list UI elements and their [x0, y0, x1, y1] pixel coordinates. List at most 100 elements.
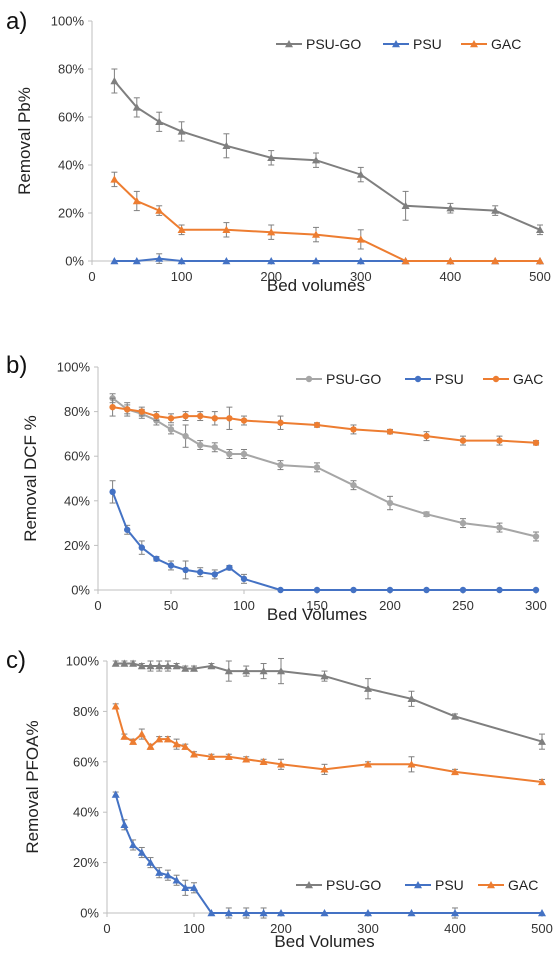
data-point: [167, 426, 175, 433]
data-point: [197, 412, 204, 420]
series-psu: [111, 790, 546, 919]
data-point: [120, 820, 129, 828]
data-point: [386, 428, 394, 435]
chart-panel-2: b) 0% 20% 40% 60% 80% 100% 0 50 100 150 200 250 300 Be…: [6, 352, 547, 624]
data-point: [155, 662, 164, 670]
y-tick-label: 0%: [71, 583, 90, 598]
legend-item: PSU-GO: [296, 877, 381, 893]
y-tick-label: 0%: [80, 906, 99, 921]
legend-label: PSU: [435, 371, 464, 387]
data-point: [167, 415, 175, 422]
y-tick-label: 80%: [73, 704, 99, 719]
data-point: [129, 840, 138, 849]
data-point: [177, 127, 186, 135]
data-point: [163, 871, 172, 879]
data-point: [446, 257, 455, 265]
data-point: [226, 450, 233, 458]
data-point: [110, 257, 119, 265]
data-point: [451, 909, 459, 917]
y-tick-label: 40%: [58, 158, 84, 173]
data-point: [312, 230, 320, 238]
data-point: [538, 737, 546, 745]
data-point: [137, 848, 146, 856]
data-point: [459, 437, 467, 444]
data-point: [407, 760, 416, 768]
series-line: [113, 80, 541, 231]
y-tick-label: 100%: [51, 14, 85, 29]
data-point: [124, 526, 131, 533]
y-tick-label: 40%: [73, 805, 99, 820]
series-psu-go: [111, 657, 546, 750]
y-tick-label: 60%: [73, 754, 99, 769]
y-axis-title: Removal Pb%: [15, 87, 34, 195]
data-point: [111, 790, 120, 798]
x-tick-label: 500: [531, 921, 553, 936]
x-axis-title: Bed Volumes: [274, 932, 374, 951]
data-point: [277, 586, 284, 594]
data-point: [222, 141, 231, 149]
data-point: [407, 694, 416, 702]
data-point: [197, 441, 204, 449]
series-line: [112, 406, 537, 444]
data-point: [313, 464, 321, 471]
x-tick-label: 100: [233, 598, 255, 613]
x-tick-label: 250: [452, 598, 474, 613]
data-point: [386, 499, 394, 507]
data-point: [224, 752, 233, 760]
data-point: [451, 767, 459, 776]
series-gac: [109, 397, 540, 447]
data-point: [496, 437, 503, 444]
data-point: [153, 555, 160, 562]
data-point: [538, 777, 546, 786]
x-tick-label: 300: [350, 269, 372, 284]
series-line: [111, 397, 537, 538]
data-point: [138, 408, 145, 415]
data-point: [146, 662, 155, 670]
series-gac: [111, 702, 546, 786]
data-point: [313, 421, 321, 429]
y-tick-label: 20%: [64, 538, 90, 553]
data-point: [356, 170, 365, 178]
data-point: [211, 444, 218, 451]
data-point: [177, 225, 186, 233]
x-tick-label: 0: [103, 921, 110, 936]
data-point: [532, 533, 540, 540]
data-point: [138, 544, 145, 551]
legend-marker: [414, 375, 422, 383]
data-point: [182, 432, 189, 440]
data-point: [320, 765, 329, 773]
data-point: [155, 735, 164, 743]
data-point: [267, 228, 276, 236]
data-point: [109, 403, 116, 411]
legend-marker: [470, 40, 478, 48]
data-point: [446, 204, 455, 212]
data-point: [313, 586, 321, 594]
data-point: [163, 662, 172, 670]
series-psu: [110, 253, 544, 265]
data-point: [111, 659, 120, 667]
y-tick-label: 100%: [66, 654, 100, 669]
data-point: [259, 667, 268, 675]
y-tick-label: 20%: [73, 855, 99, 870]
y-tick-label: 40%: [64, 493, 90, 508]
data-point: [242, 667, 251, 675]
data-point: [459, 519, 467, 527]
panel-label: b): [6, 352, 27, 379]
data-point: [190, 664, 198, 672]
data-point: [207, 662, 216, 670]
legend-item: PSU-GO: [296, 371, 381, 387]
data-point: [163, 735, 172, 743]
data-point: [124, 406, 131, 413]
panel-label: a): [6, 8, 27, 35]
data-point: [536, 257, 544, 265]
data-point: [182, 566, 189, 574]
x-axis-title: Bed volumes: [267, 276, 365, 295]
data-point: [146, 742, 155, 750]
x-tick-label: 200: [379, 598, 401, 613]
x-tick-label: 0: [94, 598, 101, 613]
legend-label: PSU: [435, 877, 464, 893]
data-point: [277, 419, 284, 426]
data-point: [350, 426, 357, 433]
